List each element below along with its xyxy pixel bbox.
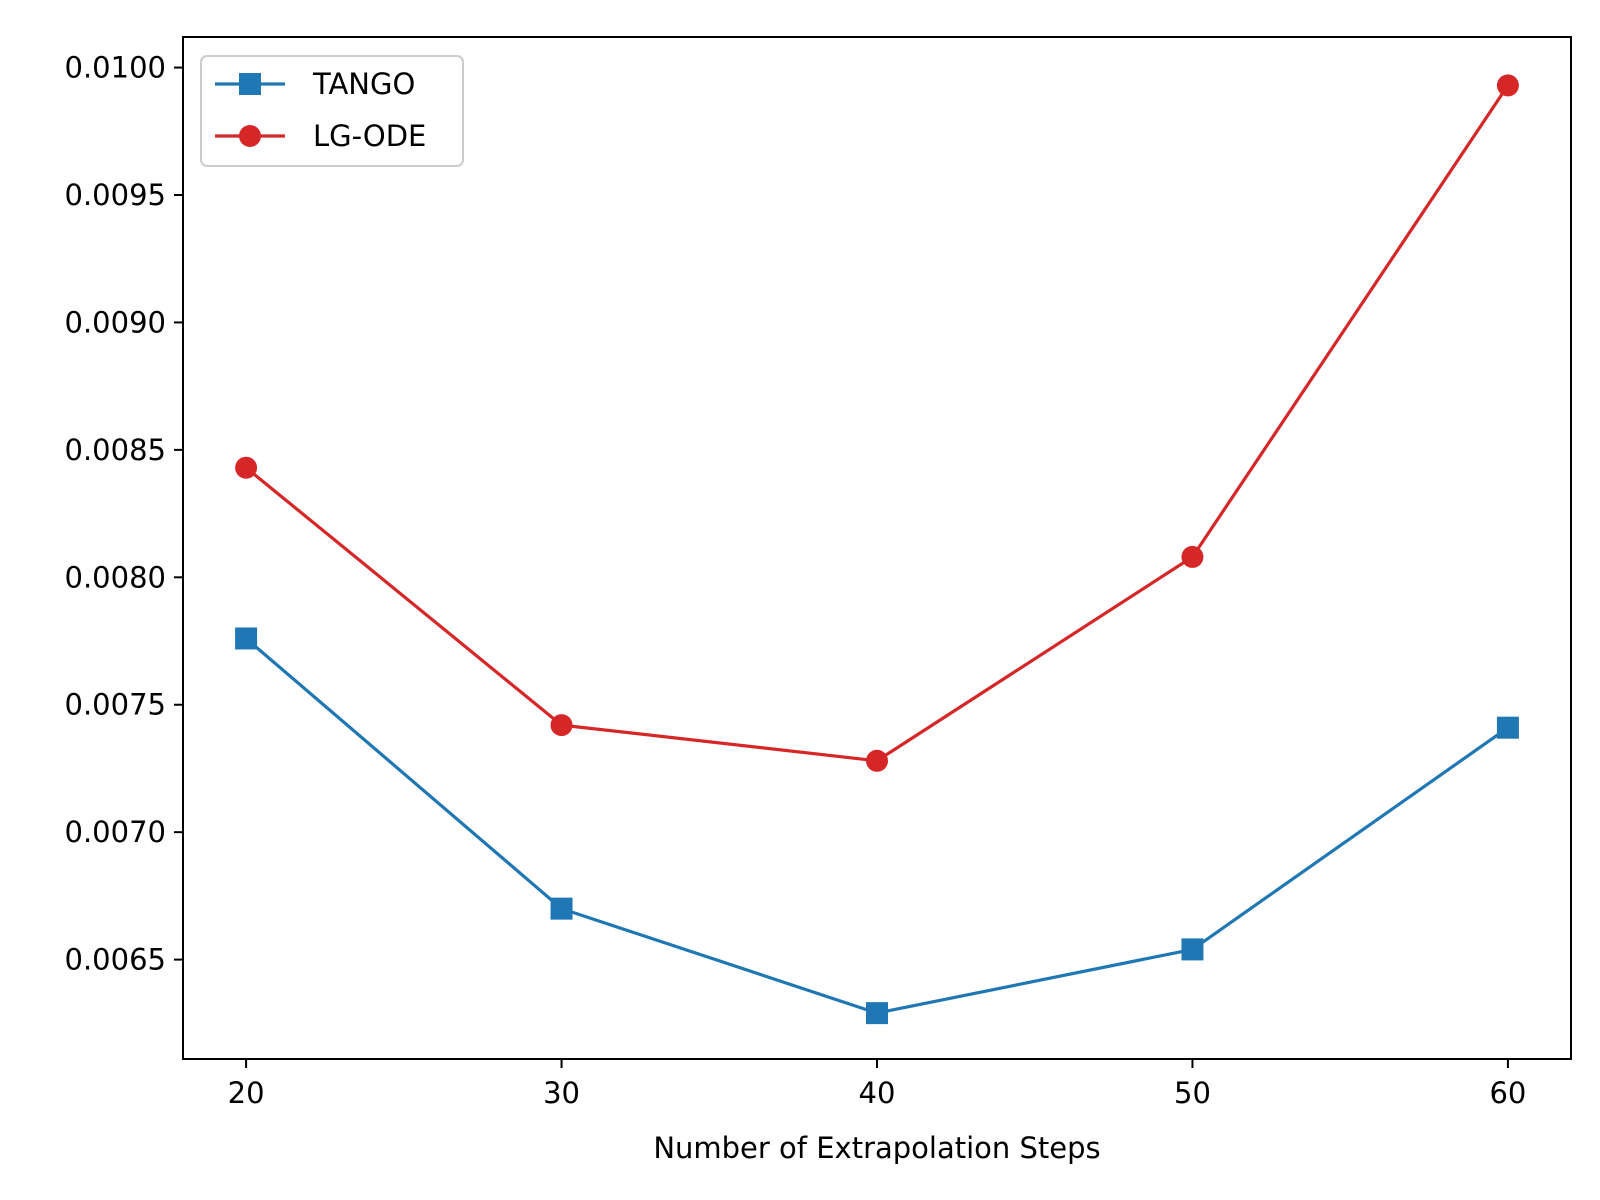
y-tick-label: 0.0100 xyxy=(65,51,166,85)
legend-marker-tango xyxy=(239,73,261,95)
legend-label-tango: TANGO xyxy=(312,67,415,101)
data-point-tango xyxy=(235,627,258,650)
y-tick-label: 0.0085 xyxy=(65,433,166,467)
legend-marker-lg-ode xyxy=(239,125,261,147)
data-point-tango xyxy=(1496,716,1519,739)
data-point-tango xyxy=(1181,938,1204,961)
series-line-tango xyxy=(245,637,1509,1015)
data-point-tango xyxy=(866,1002,888,1025)
data-point-lg-ode xyxy=(235,456,258,479)
series-line-lg-ode xyxy=(245,84,1510,763)
x-tick-label: 40 xyxy=(859,1076,896,1110)
y-axis-ticks: 0.0065 0.0070 0.0075 0.0080 0.0085 0.0090 0.00… xyxy=(65,51,183,977)
data-point-tango xyxy=(550,897,573,920)
data-point-lg-ode xyxy=(866,749,888,772)
data-point-lg-ode xyxy=(1181,545,1204,568)
data-point-lg-ode xyxy=(550,714,573,737)
x-tick-label: 50 xyxy=(1174,1076,1211,1110)
x-axis-ticks: 20 30 40 50 60 xyxy=(228,1059,1526,1110)
y-tick-label: 0.0080 xyxy=(65,560,166,594)
x-tick-label: 30 xyxy=(543,1076,580,1110)
legend-label-lg-ode: LG-ODE xyxy=(313,119,426,153)
y-tick-label: 0.0090 xyxy=(65,305,166,339)
y-tick-label: 0.0075 xyxy=(65,688,166,722)
plot-area-frame xyxy=(182,36,1572,1060)
x-axis-title: Number of Extrapolation Steps xyxy=(653,1131,1100,1165)
legend: TANGO LG-ODE xyxy=(200,55,464,167)
series-lines xyxy=(245,84,1510,1015)
data-point-lg-ode xyxy=(1496,74,1519,97)
x-tick-label: 60 xyxy=(1489,1076,1526,1110)
y-tick-label: 0.0070 xyxy=(65,815,166,849)
y-tick-label: 0.0095 xyxy=(65,178,166,212)
y-tick-label: 0.0065 xyxy=(65,943,166,977)
x-tick-label: 20 xyxy=(228,1076,265,1110)
series-markers xyxy=(235,74,1519,1025)
